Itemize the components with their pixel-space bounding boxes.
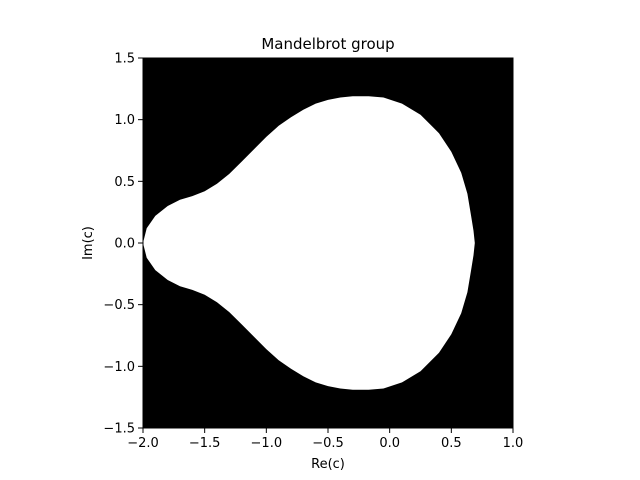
x-tick-label: −1.5 — [189, 436, 221, 451]
y-axis-ticks: −1.5 −1.0 −0.5 0.0 0.5 1.0 1.5 — [103, 52, 143, 437]
y-tick-label: 0.0 — [114, 237, 135, 252]
x-tick-label: 1.0 — [503, 436, 524, 451]
y-tick-label: 1.5 — [114, 52, 135, 67]
chart-title: Mandelbrot group — [261, 35, 394, 53]
y-tick-label: 1.0 — [114, 113, 135, 128]
x-tick-label: 0.0 — [379, 436, 400, 451]
mandelbrot-region — [143, 96, 475, 390]
x-tick-label: 0.5 — [441, 436, 462, 451]
x-axis-label: Re(c) — [311, 457, 345, 472]
y-tick-label: 0.5 — [114, 175, 135, 190]
x-tick-label: −1.0 — [251, 436, 283, 451]
x-tick-label: −0.5 — [312, 436, 344, 451]
x-axis-ticks: −2.0 −1.5 −1.0 −0.5 0.0 0.5 1.0 — [127, 428, 523, 451]
y-axis-label: Im(c) — [81, 226, 96, 260]
y-tick-label: −1.0 — [103, 360, 135, 375]
y-tick-label: −1.5 — [103, 422, 135, 437]
y-tick-label: −0.5 — [103, 298, 135, 313]
x-tick-label: −2.0 — [127, 436, 159, 451]
